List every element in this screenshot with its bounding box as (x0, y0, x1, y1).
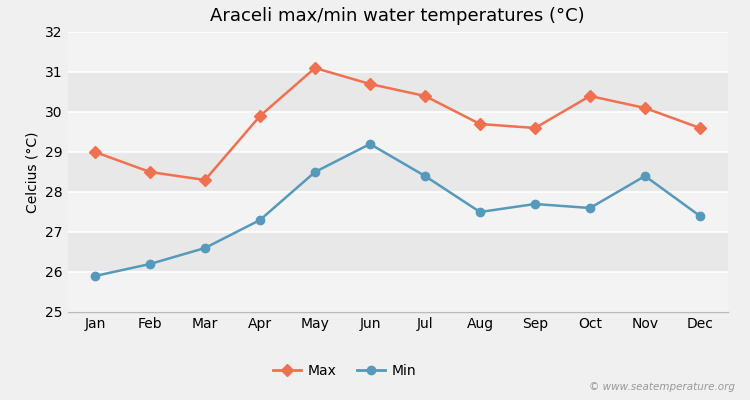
Y-axis label: Celcius (°C): Celcius (°C) (26, 131, 40, 213)
Bar (68, 112, 728, 152)
Title: Araceli max/min water temperatures (°C): Araceli max/min water temperatures (°C) (210, 7, 585, 25)
Bar (68, 192, 728, 232)
Bar (68, 72, 728, 112)
Bar (68, 32, 728, 72)
Legend: Max, Min: Max, Min (267, 358, 422, 384)
Bar (68, 272, 728, 312)
Text: © www.seatemperature.org: © www.seatemperature.org (589, 382, 735, 392)
Bar (68, 232, 728, 272)
Bar (68, 152, 728, 192)
